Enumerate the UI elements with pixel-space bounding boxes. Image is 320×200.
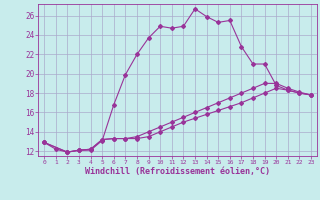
- X-axis label: Windchill (Refroidissement éolien,°C): Windchill (Refroidissement éolien,°C): [85, 167, 270, 176]
